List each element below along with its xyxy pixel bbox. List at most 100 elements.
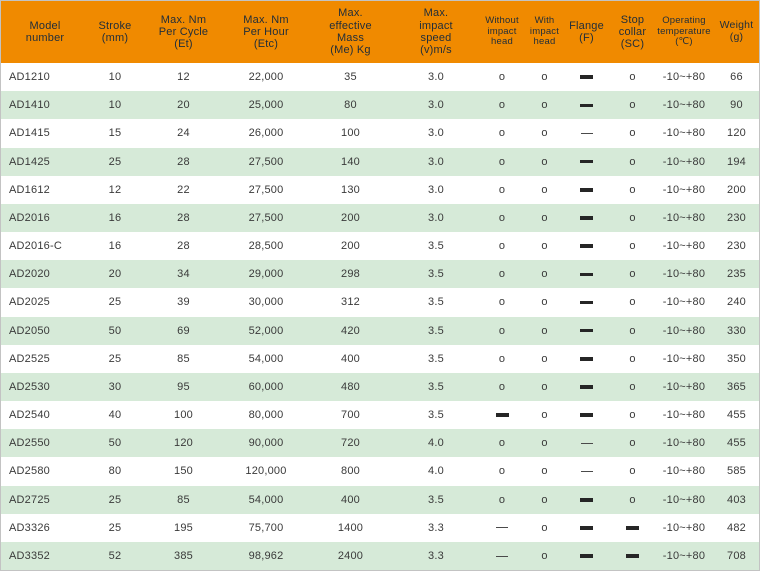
cell-hour: 90,000	[248, 437, 284, 450]
cell-stop: o	[629, 409, 636, 422]
col-header-stroke: Stroke (mm)	[98, 19, 132, 44]
cell-weight: 230	[727, 240, 746, 253]
cell-mass: 130	[341, 183, 360, 196]
table-row: AD2050 50 69 52,000 420 3.5 o o o -10~+80 330	[1, 316, 759, 345]
cell-temp: -10~+80	[662, 352, 706, 365]
cell-cycle: 34	[177, 268, 190, 281]
table-row: AD2725 25 85 54,000 400 3.5 o o o -10~+80 403	[1, 485, 759, 514]
cell-with: o	[541, 352, 548, 365]
cell-stroke: 25	[108, 493, 122, 506]
cell-hour: 54,000	[248, 493, 284, 506]
cell-with: o	[541, 127, 548, 140]
cell-flange	[562, 127, 611, 139]
cell-hour: 26,000	[248, 127, 284, 140]
cell-temp: -10~+80	[662, 71, 706, 84]
cell-model: AD2530	[9, 380, 50, 393]
cell-stop: o	[629, 268, 636, 281]
cell-model: AD2540	[9, 409, 50, 422]
cell-cycle: 95	[177, 380, 190, 393]
col-header-flange: Flange (F)	[569, 19, 604, 44]
col-header-weight: Weight (g)	[719, 19, 754, 43]
cell-stop: o	[629, 352, 636, 365]
cell-without: o	[498, 240, 506, 253]
cell-weight: 455	[727, 437, 746, 450]
cell-cycle: 195	[174, 521, 193, 534]
cell-model: AD2016	[9, 211, 50, 224]
cell-stroke: 50	[108, 324, 122, 337]
cell-model: AD2020	[9, 268, 50, 281]
cell-with: o	[541, 465, 548, 478]
cell-stop	[611, 550, 654, 562]
cell-mass: 800	[341, 465, 360, 478]
not-available-bold-dash-icon	[626, 554, 639, 558]
cell-stroke: 10	[108, 71, 122, 84]
cell-stop: o	[629, 99, 636, 112]
cell-without: o	[498, 183, 506, 196]
col-header-speed: Max. impact speed (v)m/s	[419, 7, 453, 57]
cell-speed: 3.5	[428, 240, 444, 253]
cell-temp: -10~+80	[662, 324, 706, 337]
not-available-bold-dash-icon	[580, 216, 593, 220]
cell-mass: 480	[341, 380, 360, 393]
table-row: AD2525 25 85 54,000 400 3.5 o o o -10~+80 350	[1, 344, 759, 373]
col-header-without: Without impact head	[485, 15, 519, 48]
cell-cycle: 28	[177, 155, 190, 168]
table-row: AD1415 15 24 26,000 100 3.0 o o o -10~+80 120	[1, 119, 759, 148]
table-row: AD1210 10 12 22,000 35 3.0 o o o -10~+80 66	[1, 63, 759, 92]
cell-without: o	[498, 437, 506, 450]
cell-weight: 90	[730, 99, 743, 112]
col-header-mass: Max. effective Mass (Me) Kg	[329, 7, 372, 57]
table-header-row: Model number Stroke (mm) Max. Nm Per Cycle…	[1, 1, 759, 63]
cell-weight: 403	[727, 493, 746, 506]
table-row: AD1410 10 20 25,000 80 3.0 o o o -10~+80 90	[1, 91, 759, 120]
not-available-bold-dash-icon	[580, 244, 593, 248]
cell-speed: 4.0	[428, 465, 444, 478]
cell-without: o	[498, 71, 506, 84]
cell-with: o	[541, 183, 548, 196]
cell-weight: 482	[727, 521, 746, 534]
cell-without: o	[498, 465, 506, 478]
cell-temp: -10~+80	[662, 465, 706, 478]
cell-speed: 3.0	[428, 71, 444, 84]
cell-temp: -10~+80	[662, 240, 706, 253]
not-available-bold-dash-icon	[580, 357, 593, 361]
cell-model: AD1415	[9, 127, 50, 140]
cell-temp: -10~+80	[662, 550, 706, 562]
cell-speed: 3.5	[428, 493, 444, 506]
cell-stop: o	[629, 324, 636, 337]
cell-stroke: 20	[108, 268, 122, 281]
cell-flange	[562, 353, 611, 365]
cell-with: o	[541, 240, 548, 253]
not-available-thin-dash-icon	[580, 133, 593, 135]
cell-weight: 235	[727, 268, 746, 281]
cell-mass: 720	[341, 437, 360, 450]
cell-with: o	[541, 380, 548, 393]
cell-hour: 60,000	[248, 380, 284, 393]
cell-mass: 100	[341, 127, 360, 140]
cell-temp: -10~+80	[662, 211, 706, 224]
cell-stop: o	[629, 437, 636, 450]
cell-hour: 80,000	[248, 409, 284, 422]
cell-stroke: 25	[108, 521, 122, 534]
cell-flange	[562, 184, 611, 196]
not-available-bold-dash-icon	[580, 188, 593, 192]
table-row: AD2016 16 28 27,500 200 3.0 o o o -10~+80 230	[1, 203, 759, 233]
cell-temp: -10~+80	[662, 437, 706, 450]
table-row: AD1612 12 22 27,500 130 3.0 o o o -10~+80 200	[1, 175, 759, 204]
table-row: AD2025 25 39 30,000 312 3.5 o o o -10~+80 240	[1, 288, 759, 317]
cell-stroke: 52	[108, 550, 122, 562]
cell-hour: 22,000	[248, 71, 284, 84]
cell-flange	[562, 71, 611, 83]
cell-stop	[611, 522, 654, 534]
cell-mass: 700	[341, 409, 360, 422]
cell-stroke: 80	[108, 465, 122, 478]
cell-speed: 3.3	[428, 550, 444, 562]
col-header-hour: Max. Nm Per Hour (Etc)	[243, 13, 289, 51]
cell-hour: 27,500	[248, 211, 284, 224]
cell-weight: 455	[727, 409, 746, 422]
cell-with: o	[541, 493, 548, 506]
cell-stroke: 25	[108, 155, 122, 168]
cell-with: o	[541, 409, 548, 422]
cell-weight: 585	[727, 465, 746, 478]
